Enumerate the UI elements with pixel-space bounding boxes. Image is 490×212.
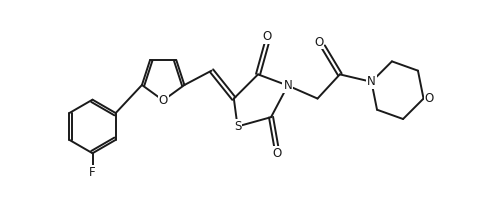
Text: O: O [314,36,323,49]
Text: S: S [234,120,241,133]
Text: N: N [367,75,376,88]
Text: N: N [283,79,292,92]
Text: O: O [263,30,272,43]
Text: O: O [272,147,281,160]
Text: O: O [424,92,434,105]
Text: O: O [159,94,168,107]
Text: F: F [89,166,96,179]
